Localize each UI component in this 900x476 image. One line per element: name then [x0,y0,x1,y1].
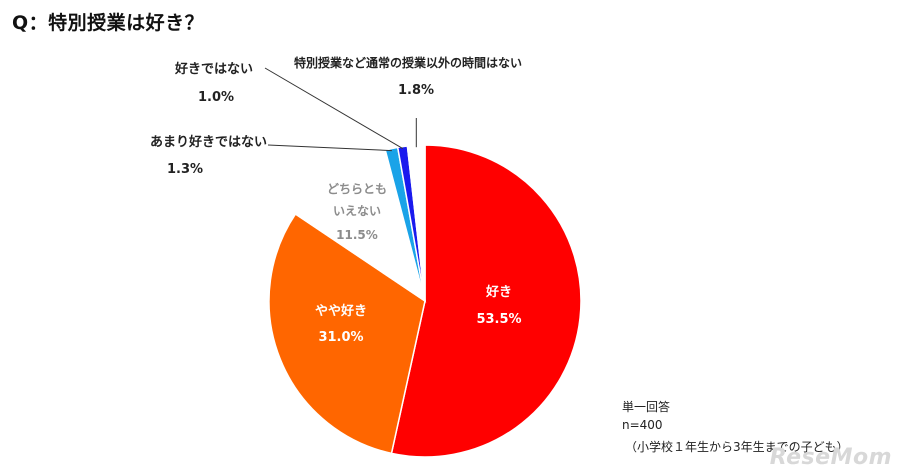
slice-label-dochiratomo-2: いえない [333,204,381,218]
resemom-logo: ReseMom [769,445,892,470]
slice-value-amari: 1.3% [167,162,203,177]
slice-value-kiraidewanai: 1.0% [198,90,234,105]
pie-slice-0 [390,144,582,458]
slice-label-amari: あまり好きではない [150,134,267,150]
leader-line-kiraidewanai [264,67,404,150]
sample-size-note: n=400 [622,418,663,432]
slice-value-dochiratomo: 11.5% [336,228,378,242]
slice-value-yaya-suki: 31.0% [318,330,363,345]
pie-slice-2 [294,149,427,303]
leader-lines [264,67,417,152]
slice-label-dochiratomo-1: どちらとも [327,182,387,196]
slice-label-suki: 好き [485,284,512,300]
pie-slice-1 [268,212,426,455]
slice-value-suki: 53.5% [476,312,521,327]
slice-value-nai: 1.8% [398,83,434,98]
slice-label-kiraidewanai: 好きではない [174,61,253,77]
answer-type-note: 単一回答 [622,400,671,414]
slice-label-yaya-suki: やや好き [315,303,367,319]
chart-title: Q：特別授業は好き？ [12,12,205,34]
pie-slices [268,144,582,458]
slice-label-nai: 特別授業など通常の授業以外の時間はない [294,55,522,70]
leader-line-amari [267,144,392,152]
population-note: （小学校１年生から3年生までの子ども） [625,440,849,454]
